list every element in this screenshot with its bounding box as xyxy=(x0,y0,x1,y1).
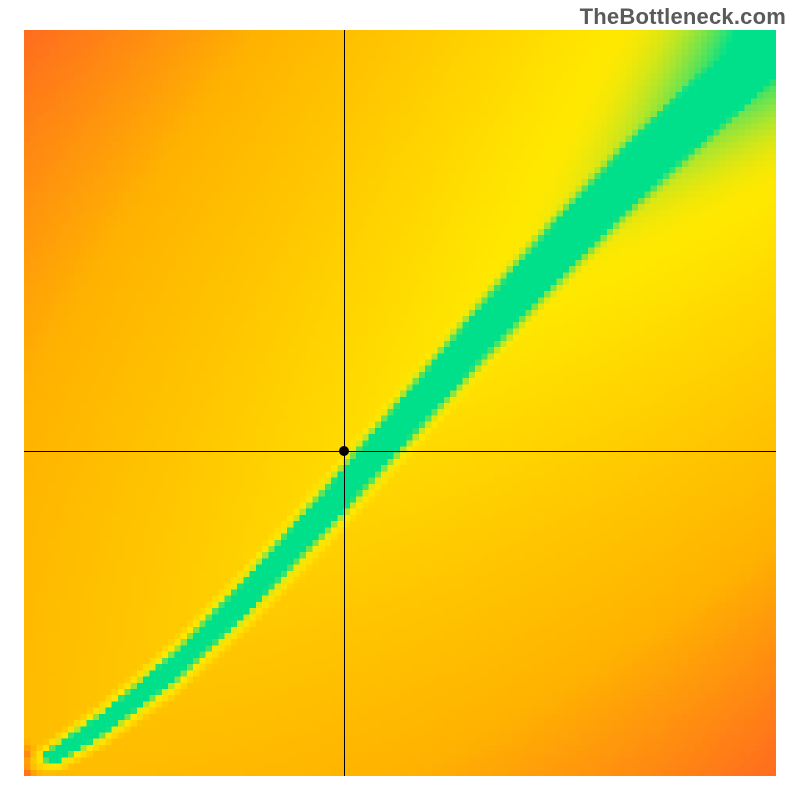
watermark-text: TheBottleneck.com xyxy=(580,4,786,30)
bottleneck-heatmap-container xyxy=(24,30,776,776)
current-config-marker xyxy=(339,446,349,456)
crosshair-horizontal xyxy=(24,451,776,452)
bottleneck-heatmap xyxy=(24,30,776,776)
crosshair-vertical xyxy=(344,30,345,776)
